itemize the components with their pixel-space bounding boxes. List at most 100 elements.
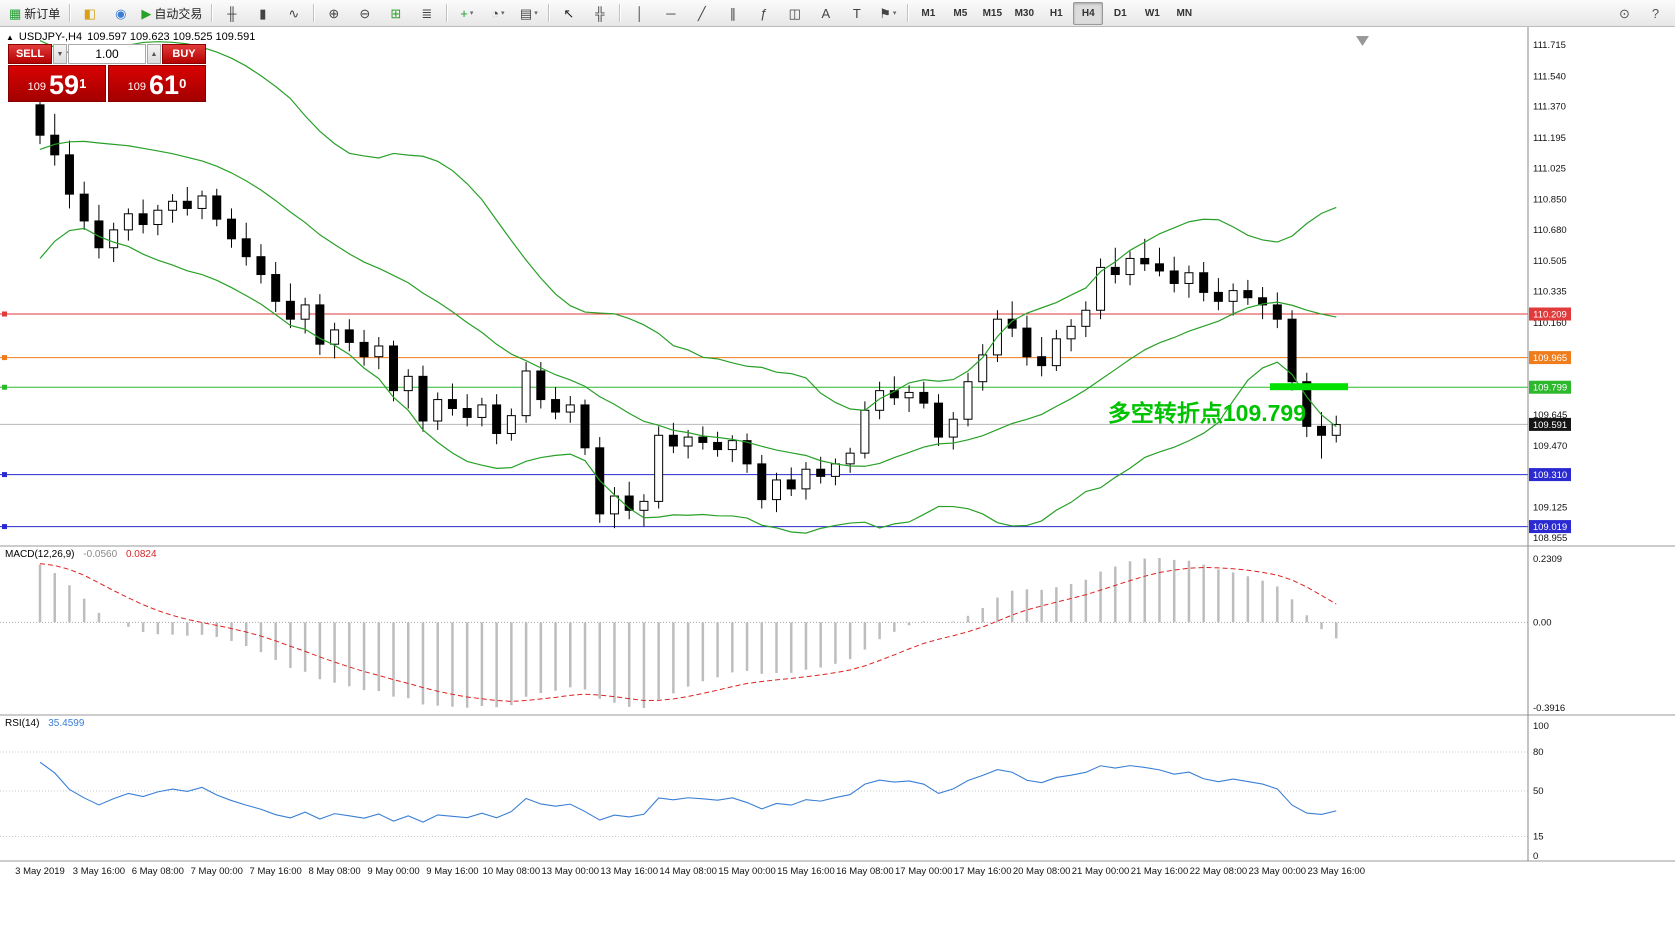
timeframe-m30-button[interactable]: M30 [1014, 7, 1035, 19]
add-indicator-button[interactable]: + ▾ [452, 2, 481, 25]
crosshair-button[interactable]: ╬ [585, 2, 614, 25]
label-button[interactable]: T [842, 2, 871, 25]
timeframe-w1-button[interactable]: W1 [1144, 7, 1160, 19]
cursor-button[interactable]: ↖ [554, 2, 583, 25]
rsi-axis-label: 0 [1533, 851, 1538, 862]
candle-body [1125, 257, 1135, 276]
line-chart-icon: ∿ [288, 5, 300, 21]
buy-price-box[interactable]: 109 61 0 [108, 65, 206, 102]
candle-body [963, 381, 973, 420]
vertical-line-button[interactable]: │ [625, 2, 654, 25]
horizontal-line-button[interactable]: ─ [656, 2, 685, 25]
template-button[interactable]: ▤ ▾ [514, 2, 543, 25]
indicator-list-button[interactable]: ≣ [412, 2, 441, 25]
price-line-handle[interactable] [2, 524, 7, 530]
candle-body [226, 218, 236, 240]
candle-body [1096, 266, 1106, 311]
zoom-in-button[interactable]: ⊕ [319, 2, 348, 25]
symbol-period-label: USDJPY-,H4 [18, 31, 83, 43]
lot-decrease-button[interactable]: ▼ [53, 44, 67, 64]
dropdown-arrow-icon: ▾ [469, 10, 474, 17]
time-axis-label: 17 May 00:00 [895, 866, 953, 877]
candle-body [698, 436, 708, 443]
candle-body [35, 104, 45, 136]
search-button[interactable]: ⊙ [1610, 2, 1639, 25]
turning-point-marker[interactable] [1270, 383, 1348, 391]
trade-panel-toggle-icon[interactable]: ▲ [6, 32, 14, 42]
candle-body [830, 463, 840, 477]
help-button[interactable]: ? [1641, 2, 1670, 25]
horizontal-line-icon: ─ [666, 5, 676, 21]
arrow-objects-button[interactable]: ⚑ ▾ [873, 2, 902, 25]
candle-body [359, 341, 369, 358]
candle-body [1140, 257, 1150, 265]
buy-button[interactable]: BUY [162, 44, 206, 64]
sell-price-box[interactable]: 109 59 1 [8, 65, 106, 102]
new-order-button-label: 新订单 [24, 6, 61, 21]
price-axis-label: 109.470 [1533, 441, 1567, 452]
new-order-button[interactable]: ▦ 新订单 [5, 2, 64, 25]
candle-body [344, 329, 354, 343]
timeframe-m15-button[interactable]: M15 [982, 7, 1003, 19]
zoom-out-button[interactable]: ⊖ [350, 2, 379, 25]
candle-body [609, 495, 619, 515]
timeframe-h1-button[interactable]: H1 [1049, 7, 1063, 19]
macd-name: MACD(12,26,9) [5, 549, 75, 560]
candle-body [786, 479, 796, 490]
period-button[interactable]: ◔ ▾ [483, 2, 512, 25]
time-axis-label: 22 May 08:00 [1190, 866, 1248, 877]
lot-increase-button[interactable]: ▲ [147, 44, 161, 64]
candle-body [1110, 266, 1120, 276]
profile-button[interactable]: ◉ [106, 2, 135, 25]
candle-body [168, 200, 178, 211]
price-badge [1529, 351, 1571, 365]
line-chart-button[interactable]: ∿ [279, 2, 308, 25]
profile-icon: ◉ [115, 5, 127, 21]
chart-window-button[interactable]: ◧ [75, 2, 104, 25]
plus-icon: + [460, 5, 468, 21]
timeframe-mn-button[interactable]: MN [1176, 7, 1193, 19]
candlestick-chart-button[interactable]: ▮ [248, 2, 277, 25]
tile-windows-button[interactable]: ⊞ [381, 2, 410, 25]
price-axis-label: 108.955 [1533, 533, 1567, 544]
sell-button[interactable]: SELL [8, 44, 52, 64]
candle-body [330, 329, 340, 345]
macd-signal-line [39, 563, 1337, 702]
time-axis-label: 13 May 16:00 [600, 866, 658, 877]
price-line-handle[interactable] [2, 384, 7, 390]
price-axis-label: 110.160 [1533, 318, 1567, 329]
candle-body [889, 390, 899, 399]
candle-body [904, 391, 914, 399]
candlestick-icon: ▮ [259, 5, 267, 21]
macd-axis-zero-label: 0.00 [1533, 617, 1552, 628]
price-line-handle[interactable] [2, 355, 7, 361]
rsi-axis-label: 50 [1533, 786, 1544, 797]
turning-point-annotation[interactable]: 多空转折点109.799 [1107, 400, 1306, 426]
channel-button[interactable]: ∥ [718, 2, 747, 25]
price-line-handle[interactable] [2, 472, 7, 478]
timeframe-h4-button[interactable]: H4 [1073, 1, 1104, 25]
ohlc-values: 109.597 109.623 109.525 109.591 [87, 31, 256, 43]
bar-chart-button[interactable]: ╫ [217, 2, 246, 25]
scroll-end-marker-icon[interactable] [1356, 36, 1369, 46]
text-button[interactable]: A [811, 2, 840, 25]
timeframe-d1-button[interactable]: D1 [1113, 7, 1127, 19]
candle-body [506, 415, 516, 435]
shapes-button[interactable]: ◫ [780, 2, 809, 25]
auto-trading-button[interactable]: ▶ 自动交易 [137, 2, 206, 25]
time-axis-label: 14 May 08:00 [659, 866, 717, 877]
bar-chart-icon: ╫ [227, 5, 237, 21]
candle-body [197, 195, 207, 209]
trendline-button[interactable]: ╱ [687, 2, 716, 25]
sell-price-big: 59 [49, 70, 80, 101]
auto-trading-button-label: 自动交易 [154, 6, 203, 21]
play-icon: ▶ [141, 5, 152, 21]
lot-size-input[interactable] [68, 44, 146, 64]
candle-body [948, 418, 958, 438]
candle-body [285, 300, 295, 320]
price-line-handle[interactable] [2, 311, 7, 317]
timeframe-m5-button[interactable]: M5 [953, 7, 968, 19]
fibonacci-button[interactable]: ƒ [749, 2, 778, 25]
timeframe-m1-button[interactable]: M1 [921, 7, 936, 19]
